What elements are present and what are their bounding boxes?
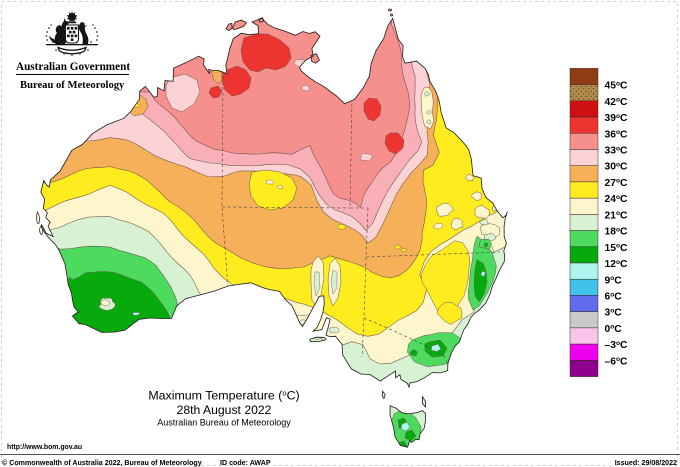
- svg-text:6oC: 6oC: [605, 291, 623, 302]
- svg-text:30oC: 30oC: [605, 162, 629, 173]
- svg-text:21oC: 21oC: [605, 210, 629, 221]
- svg-text:–6oC: –6oC: [605, 356, 629, 367]
- svg-text:12oC: 12oC: [605, 259, 629, 270]
- svg-text:45oC: 45oC: [605, 80, 629, 91]
- svg-text:42oC: 42oC: [605, 97, 629, 108]
- svg-text:9oC: 9oC: [605, 275, 623, 286]
- svg-text:39oC: 39oC: [605, 113, 629, 124]
- svg-text:27oC: 27oC: [605, 178, 629, 189]
- svg-text:15oC: 15oC: [605, 243, 629, 254]
- svg-text:0oC: 0oC: [605, 324, 623, 335]
- svg-text:3oC: 3oC: [605, 308, 623, 319]
- svg-text:Maximum Temperature (oC): Maximum Temperature (oC): [148, 389, 299, 403]
- svg-text:28th August 2022: 28th August 2022: [177, 403, 272, 417]
- svg-text:36oC: 36oC: [605, 129, 629, 140]
- svg-text:Australian Bureau of Meteorolo: Australian Bureau of Meteorology: [157, 418, 291, 428]
- svg-text:–3oC: –3oC: [605, 340, 629, 351]
- svg-text:33oC: 33oC: [605, 145, 629, 156]
- svg-text:18oC: 18oC: [605, 226, 629, 237]
- svg-text:24oC: 24oC: [605, 194, 629, 205]
